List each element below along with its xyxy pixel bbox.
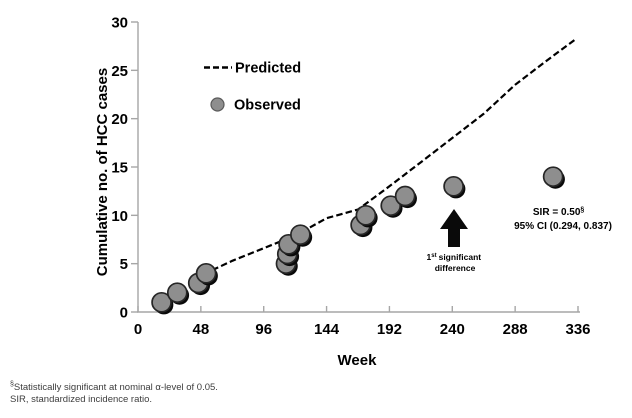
legend-predicted-label: Predicted — [235, 61, 301, 77]
observed-point — [443, 175, 464, 197]
y-tick-label: 20 — [111, 111, 128, 128]
observed-point — [355, 204, 377, 226]
y-axis-ticks: 0 5 10 15 20 25 30 — [111, 15, 138, 322]
predicted-dashed-line — [203, 37, 578, 276]
y-tick-label: 0 — [120, 305, 128, 322]
footnote-significance-text: Statistically significant at nominal α-l… — [13, 382, 218, 394]
x-tick-label: 192 — [377, 321, 402, 338]
observed-points-group — [151, 166, 565, 315]
x-tick-label: 336 — [565, 321, 590, 338]
observed-point — [151, 291, 172, 313]
chart-canvas: 0 5 10 15 20 25 30 0 48 96 144 192 240 288 336 Cumula… — [94, 15, 612, 370]
x-tick-label: 240 — [440, 321, 465, 338]
observed-point — [394, 185, 416, 207]
y-tick-label: 30 — [111, 15, 128, 32]
x-axis-ticks: 0 48 96 144 192 240 288 336 — [134, 306, 591, 338]
legend-observed-label: Observed — [234, 98, 301, 114]
footnotes: §Statistically significant at nominal α-… — [10, 379, 218, 405]
legend: Predicted Observed — [204, 61, 301, 114]
x-axis-title: Week — [338, 352, 378, 369]
footnote-marker: § — [10, 381, 14, 388]
footnote-significance: §Statistically significant at nominal α-… — [10, 379, 218, 394]
observed-point — [380, 195, 402, 217]
x-tick-label: 288 — [503, 321, 528, 338]
observed-point — [542, 166, 564, 188]
observed-point — [166, 282, 188, 304]
legend-observed-marker-sample — [210, 97, 225, 112]
footnote-sir-definition: SIR, standardized incidence ratio. — [10, 393, 153, 405]
x-tick-label: 144 — [314, 321, 340, 338]
sir-annotation: SIR = 0.50§ 95% CI (0.294, 0.837) — [514, 204, 612, 233]
y-tick-label: 15 — [111, 160, 128, 177]
up-arrow-icon — [440, 209, 468, 247]
observed-point — [290, 224, 311, 246]
x-tick-label: 0 — [134, 321, 142, 338]
y-tick-label: 5 — [120, 256, 128, 273]
y-tick-label: 25 — [111, 63, 128, 80]
x-tick-label: 48 — [193, 321, 210, 338]
y-tick-label: 10 — [111, 208, 128, 225]
y-axis-title: Cumulative no. of HCC cases — [94, 68, 111, 276]
x-tick-label: 96 — [255, 321, 272, 338]
arrow-annotation-label: 1st significant difference — [427, 252, 484, 273]
observed-point — [195, 262, 217, 284]
